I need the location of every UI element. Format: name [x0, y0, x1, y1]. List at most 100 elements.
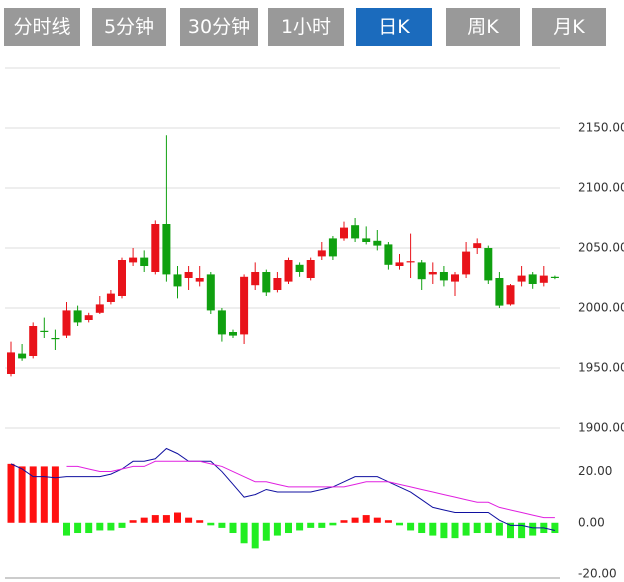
candle-body: [273, 278, 282, 290]
candle-body: [351, 225, 360, 239]
candle-body: [462, 251, 471, 275]
candle-body: [84, 315, 93, 320]
tab[interactable]: 5分钟: [92, 8, 166, 46]
histogram-bar: [495, 522, 503, 536]
candle-body: [317, 250, 326, 257]
histogram-bar: [251, 522, 259, 549]
candle-body: [151, 224, 160, 272]
tab[interactable]: 周K: [446, 8, 520, 46]
indicator-line: [10, 447, 556, 531]
y-tick-label: 0.00: [578, 515, 605, 529]
candle-body: [206, 274, 215, 311]
histogram-bar: [185, 517, 193, 523]
y-tick-label: 1950.00: [578, 361, 624, 375]
candle-body: [229, 332, 237, 336]
candle-body: [173, 274, 182, 287]
candle-body: [417, 262, 426, 280]
candle-body: [40, 330, 49, 332]
candle-body: [340, 227, 348, 239]
histogram-bar: [162, 515, 170, 523]
candle-body: [217, 310, 226, 335]
tab[interactable]: 1小时: [268, 8, 344, 46]
candle-body: [506, 285, 515, 305]
histogram-bar: [307, 522, 315, 528]
histogram-bar: [418, 522, 426, 534]
histogram-bar: [285, 522, 292, 534]
histogram-bar: [529, 522, 537, 536]
histogram-bar: [85, 522, 93, 534]
candle-body: [195, 278, 204, 282]
y-tick-label: -20.00: [578, 567, 617, 581]
histogram-bar: [273, 522, 281, 536]
y-tick-label: 2050.00: [578, 241, 624, 255]
histogram-bar: [29, 466, 37, 523]
histogram-bar: [96, 522, 104, 531]
histogram-bar: [518, 522, 526, 539]
candle-body: [384, 244, 393, 265]
tab[interactable]: 日K: [356, 8, 432, 46]
histogram-bar: [373, 517, 381, 523]
candle-body: [118, 260, 126, 296]
candle-body: [29, 326, 38, 356]
histogram-bar: [51, 466, 59, 523]
histogram-bar: [362, 515, 370, 523]
histogram-bar: [218, 522, 226, 528]
candle-body: [295, 264, 304, 272]
histogram-bar: [118, 522, 126, 528]
candle-body: [162, 224, 171, 275]
y-tick-label: 2150.00: [578, 121, 624, 135]
histogram-bar: [229, 522, 237, 534]
tab[interactable]: 月K: [532, 8, 606, 46]
histogram-bar: [462, 522, 470, 536]
histogram-bar: [174, 512, 181, 523]
candle-body: [373, 240, 382, 246]
candle-body: [240, 276, 249, 335]
candle-body: [106, 293, 115, 302]
histogram-bar: [329, 522, 337, 526]
candle-body: [539, 275, 548, 283]
candle-body: [73, 310, 82, 323]
histogram-bar: [384, 520, 392, 523]
candle-body: [484, 248, 493, 281]
candle-body: [18, 353, 27, 359]
candle-body: [7, 352, 15, 374]
tab[interactable]: 分时线: [4, 8, 80, 46]
y-tick-label: 2100.00: [578, 181, 624, 195]
histogram-bar: [551, 522, 559, 534]
histogram-bar: [507, 522, 514, 539]
y-tick-label: 20.00: [578, 464, 612, 478]
histogram-bar: [40, 466, 48, 523]
histogram-bar: [296, 522, 304, 531]
histogram-bar: [196, 520, 204, 523]
tab[interactable]: 30分钟: [180, 8, 258, 46]
candle-body: [517, 275, 526, 282]
histogram-bar: [207, 522, 215, 526]
candle-body: [284, 260, 293, 282]
candle-body: [129, 257, 138, 263]
histogram-bar: [140, 517, 148, 523]
candle-body: [406, 261, 415, 263]
candle-body: [428, 272, 437, 275]
candle-body: [51, 338, 60, 340]
histogram-bar: [340, 520, 348, 523]
candle-body: [495, 278, 504, 306]
candle-body: [262, 272, 271, 293]
histogram-bar: [107, 522, 115, 531]
candle-body: [251, 272, 260, 286]
histogram-bar: [473, 522, 481, 534]
candle-body: [473, 243, 482, 248]
histogram-bar: [396, 522, 403, 526]
histogram-bar: [351, 517, 359, 523]
histogram-bar: [429, 522, 437, 536]
histogram-bar: [18, 466, 26, 523]
candle-body: [140, 257, 149, 266]
candle-body: [439, 272, 448, 281]
histogram-bar: [440, 522, 448, 539]
histogram-bar: [407, 522, 415, 531]
candle-body: [306, 260, 315, 278]
candle-body: [528, 274, 537, 284]
histogram-bar: [262, 522, 270, 541]
y-tick-label: 1900.00: [578, 421, 624, 435]
